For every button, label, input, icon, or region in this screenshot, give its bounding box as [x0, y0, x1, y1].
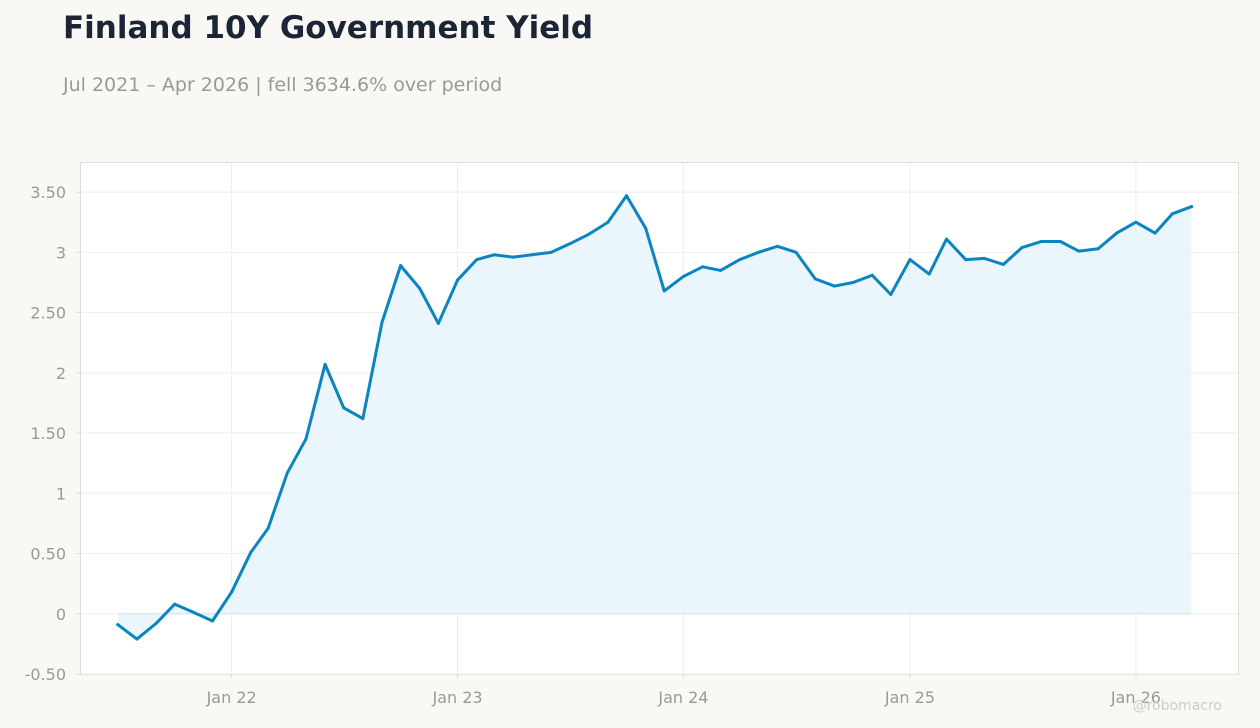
data-point-29 [662, 289, 666, 293]
data-point-11 [323, 362, 327, 366]
data-point-41 [889, 293, 893, 297]
data-point-13 [361, 417, 365, 421]
data-point-3 [173, 602, 177, 606]
x-tick-label-0: Jan 22 [206, 688, 257, 707]
data-point-53 [1115, 231, 1119, 235]
series-line-layer [116, 194, 1194, 641]
data-point-49 [1039, 240, 1043, 244]
data-point-45 [964, 258, 968, 262]
data-point-48 [1020, 246, 1024, 250]
data-point-31 [701, 265, 705, 269]
data-point-54 [1134, 220, 1138, 224]
area-fill [117, 195, 1192, 640]
data-point-39 [851, 280, 855, 284]
data-point-17 [436, 321, 440, 325]
data-point-5 [210, 619, 214, 623]
area-fill-layer [117, 195, 1192, 640]
data-point-16 [418, 286, 422, 290]
data-point-27 [625, 194, 629, 198]
data-point-42 [908, 258, 912, 262]
data-point-33 [738, 258, 742, 262]
data-point-20 [492, 253, 496, 257]
data-points-layer [116, 194, 1194, 641]
y-tick-label-7: 3 [56, 243, 66, 262]
watermark: @robomacro [1133, 698, 1222, 714]
data-point-24 [568, 242, 572, 246]
data-point-40 [870, 273, 874, 277]
data-point-36 [794, 250, 798, 254]
data-point-12 [342, 406, 346, 410]
data-point-32 [719, 268, 723, 272]
data-point-34 [756, 250, 760, 254]
chart-subtitle: Jul 2021 – Apr 2026 | fell 3634.6% over … [63, 74, 503, 96]
data-point-15 [399, 264, 403, 268]
data-point-14 [380, 320, 384, 324]
y-tick-label-0: -0.50 [25, 665, 66, 684]
data-point-6 [230, 590, 234, 594]
data-point-9 [285, 471, 289, 475]
x-tick-label-1: Jan 23 [431, 688, 482, 707]
y-axis-ticks: -0.50 0 0.50 1 1.50 2 2.50 3 3.50 [25, 183, 80, 684]
data-point-52 [1096, 247, 1100, 251]
data-point-26 [606, 220, 610, 224]
data-point-57 [1190, 205, 1194, 209]
data-point-7 [249, 550, 253, 554]
y-tick-label-2: 0.50 [30, 545, 66, 564]
data-point-1 [135, 637, 139, 641]
x-tick-label-2: Jan 24 [657, 688, 708, 707]
data-point-21 [511, 255, 515, 259]
data-point-56 [1170, 212, 1174, 216]
data-point-50 [1058, 240, 1062, 244]
y-tick-label-4: 1.50 [30, 424, 66, 443]
data-point-2 [154, 621, 158, 625]
data-point-0 [116, 623, 120, 627]
data-point-55 [1153, 231, 1157, 235]
data-point-18 [456, 278, 460, 282]
data-point-19 [475, 258, 479, 262]
chart-title: Finland 10Y Government Yield [63, 10, 594, 46]
x-tick-label-3: Jan 25 [884, 688, 935, 707]
x-tick-label-4: Jan 26 [1110, 688, 1161, 707]
data-point-37 [813, 277, 817, 281]
data-point-30 [681, 274, 685, 278]
data-point-4 [192, 611, 196, 615]
data-point-51 [1077, 249, 1081, 253]
data-point-23 [549, 250, 553, 254]
series-line [116, 194, 1194, 641]
y-tick-label-5: 2 [56, 364, 66, 383]
data-point-35 [776, 244, 780, 248]
data-point-46 [982, 256, 986, 260]
data-point-22 [530, 253, 534, 257]
y-tick-label-8: 3.50 [30, 183, 66, 202]
data-point-38 [832, 284, 836, 288]
x-axis-ticks: Jan 22 Jan 23 Jan 24 Jan 25 Jan 26 [206, 674, 1161, 707]
data-point-28 [644, 226, 648, 230]
data-point-44 [944, 237, 948, 241]
data-point-25 [587, 232, 591, 236]
data-point-10 [304, 437, 308, 441]
y-tick-label-3: 1 [56, 484, 66, 503]
y-tick-label-6: 2.50 [30, 304, 66, 323]
y-tick-label-1: 0 [56, 605, 66, 624]
data-point-47 [1001, 262, 1005, 266]
data-point-43 [927, 272, 931, 276]
data-point-8 [266, 526, 270, 530]
